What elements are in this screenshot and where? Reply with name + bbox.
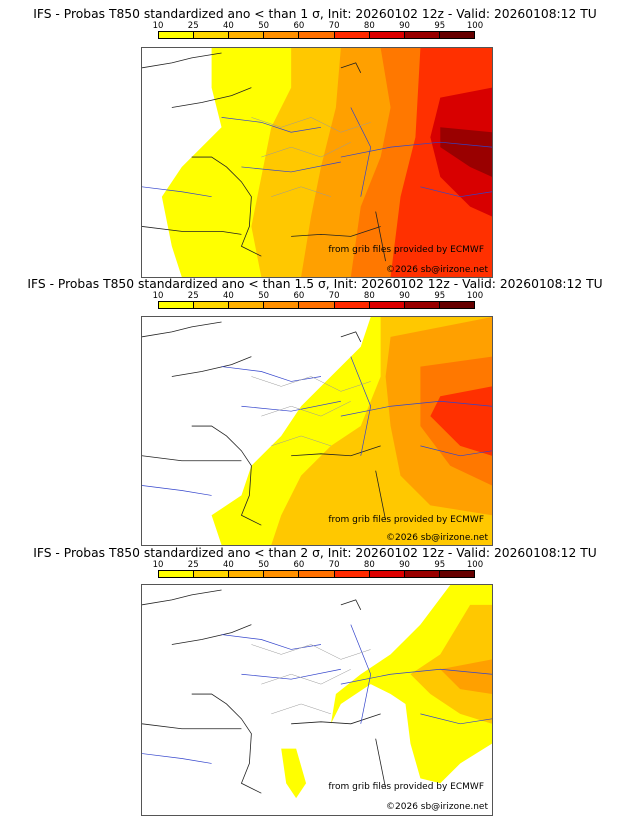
colorbar-segment <box>264 32 300 38</box>
colorbar-tick-label: 40 <box>223 291 234 301</box>
colorbar-segment <box>194 302 230 308</box>
colorbar-tick-label: 95 <box>434 291 446 301</box>
colorbar-tick-label: 80 <box>363 560 375 570</box>
colorbar-segment <box>439 571 474 577</box>
colorbar-segment <box>439 302 474 308</box>
colorbar-segment <box>264 571 300 577</box>
colorbar-segment <box>334 302 370 308</box>
map-layer <box>142 48 492 277</box>
probability-map: from grib files provided by ECMWF ©2026 … <box>141 584 493 816</box>
rivers <box>142 624 492 764</box>
colorbar-tick-label: 50 <box>258 21 270 31</box>
prob-area-70 <box>430 386 492 456</box>
colorbar-tick-label: 50 <box>258 291 270 301</box>
prob-area-10-sea <box>281 748 307 799</box>
colorbar-segment <box>229 302 265 308</box>
panel-title: IFS - Probas T850 standardized ano < tha… <box>33 546 597 560</box>
colorbar-tick-label: 70 <box>328 560 340 570</box>
credit-copyright: ©2026 sb@irizone.net <box>386 533 488 543</box>
colorbar-tick-label: 100 <box>466 21 484 31</box>
colorbar-tick-label: 90 <box>399 560 410 570</box>
colorbar-segment <box>334 32 370 38</box>
probability-map: from grib files provided by ECMWF ©2026 … <box>141 47 493 278</box>
colorbar-tick-label: 40 <box>223 560 234 570</box>
coastlines <box>142 52 386 262</box>
prob-area-90 <box>440 127 492 177</box>
colorbar-tick-label: 95 <box>434 560 446 570</box>
colorbar-tick-labels: 10 25 40 50 60 70 80 90 95 100 <box>153 21 484 31</box>
colorbar-segment <box>159 32 195 38</box>
colorbar-tick-label: 100 <box>466 291 484 301</box>
rivers <box>142 107 492 198</box>
coastlines <box>142 589 386 794</box>
panel-2sigma: IFS - Probas T850 standardized ano < tha… <box>0 546 630 818</box>
colorbar-tick-label: 10 <box>152 21 164 31</box>
map-layer <box>142 317 492 545</box>
colorbar-tick-label: 25 <box>187 291 199 301</box>
panel-title: IFS - Probas T850 standardized ano < tha… <box>27 277 603 291</box>
colorbar <box>158 301 475 309</box>
admin-borders <box>251 644 371 715</box>
credit-copyright: ©2026 sb@irizone.net <box>386 802 488 812</box>
colorbar-segment <box>439 32 474 38</box>
colorbar-segment <box>369 32 405 38</box>
colorbar-tick-label: 50 <box>258 560 270 570</box>
colorbar-tick-labels: 10 25 40 50 60 70 80 90 95 100 <box>153 291 484 301</box>
map-layer <box>142 585 492 799</box>
colorbar-tick-label: 70 <box>328 21 340 31</box>
coastlines <box>142 321 386 526</box>
colorbar-tick-label: 25 <box>187 560 199 570</box>
credit-source: from grib files provided by ECMWF <box>328 245 484 255</box>
colorbar-segment <box>404 32 440 38</box>
colorbar-segment <box>299 302 335 308</box>
colorbar-segment <box>369 571 405 577</box>
colorbar-segment <box>229 571 265 577</box>
colorbar-tick-label: 10 <box>152 560 164 570</box>
colorbar-segment <box>299 571 335 577</box>
colorbar <box>158 31 475 39</box>
prob-area-25 <box>410 604 492 724</box>
colorbar-tick-label: 10 <box>152 291 164 301</box>
colorbar-segment <box>194 571 230 577</box>
colorbar-tick-label: 80 <box>363 291 375 301</box>
admin-borders <box>251 376 371 447</box>
colorbar-tick-label: 60 <box>293 21 305 31</box>
rivers <box>142 356 492 496</box>
colorbar-segment <box>404 302 440 308</box>
panel-1sigma: IFS - Probas T850 standardized ano < tha… <box>0 7 630 279</box>
colorbar-segment <box>264 302 300 308</box>
colorbar-segment <box>369 302 405 308</box>
colorbar-tick-label: 60 <box>293 291 305 301</box>
colorbar-tick-labels: 10 25 40 50 60 70 80 90 95 100 <box>153 560 484 570</box>
colorbar-segment <box>229 32 265 38</box>
colorbar-segment <box>159 571 195 577</box>
colorbar-tick-label: 80 <box>363 21 375 31</box>
colorbar-segment <box>299 32 335 38</box>
colorbar-tick-label: 60 <box>293 560 305 570</box>
prob-area-10 <box>330 585 492 784</box>
colorbar-segment <box>404 571 440 577</box>
colorbar <box>158 570 475 578</box>
colorbar-segment <box>334 571 370 577</box>
colorbar-tick-label: 90 <box>399 21 410 31</box>
colorbar-tick-label: 100 <box>466 560 484 570</box>
panel-title: IFS - Probas T850 standardized ano < tha… <box>33 7 597 21</box>
credit-source: from grib files provided by ECMWF <box>328 782 484 792</box>
credit-copyright: ©2026 sb@irizone.net <box>386 265 488 275</box>
colorbar-tick-label: 25 <box>187 21 199 31</box>
colorbar-tick-label: 95 <box>434 21 446 31</box>
admin-borders <box>251 117 371 197</box>
colorbar-segment <box>194 32 230 38</box>
colorbar-tick-label: 70 <box>328 291 340 301</box>
panel-1-5sigma: IFS - Probas T850 standardized ano < tha… <box>0 277 630 547</box>
colorbar-tick-label: 40 <box>223 21 234 31</box>
colorbar-segment <box>159 302 195 308</box>
probability-map: from grib files provided by ECMWF ©2026 … <box>141 316 493 546</box>
credit-source: from grib files provided by ECMWF <box>328 515 484 525</box>
prob-area-40 <box>440 659 492 695</box>
colorbar-tick-label: 90 <box>399 291 410 301</box>
